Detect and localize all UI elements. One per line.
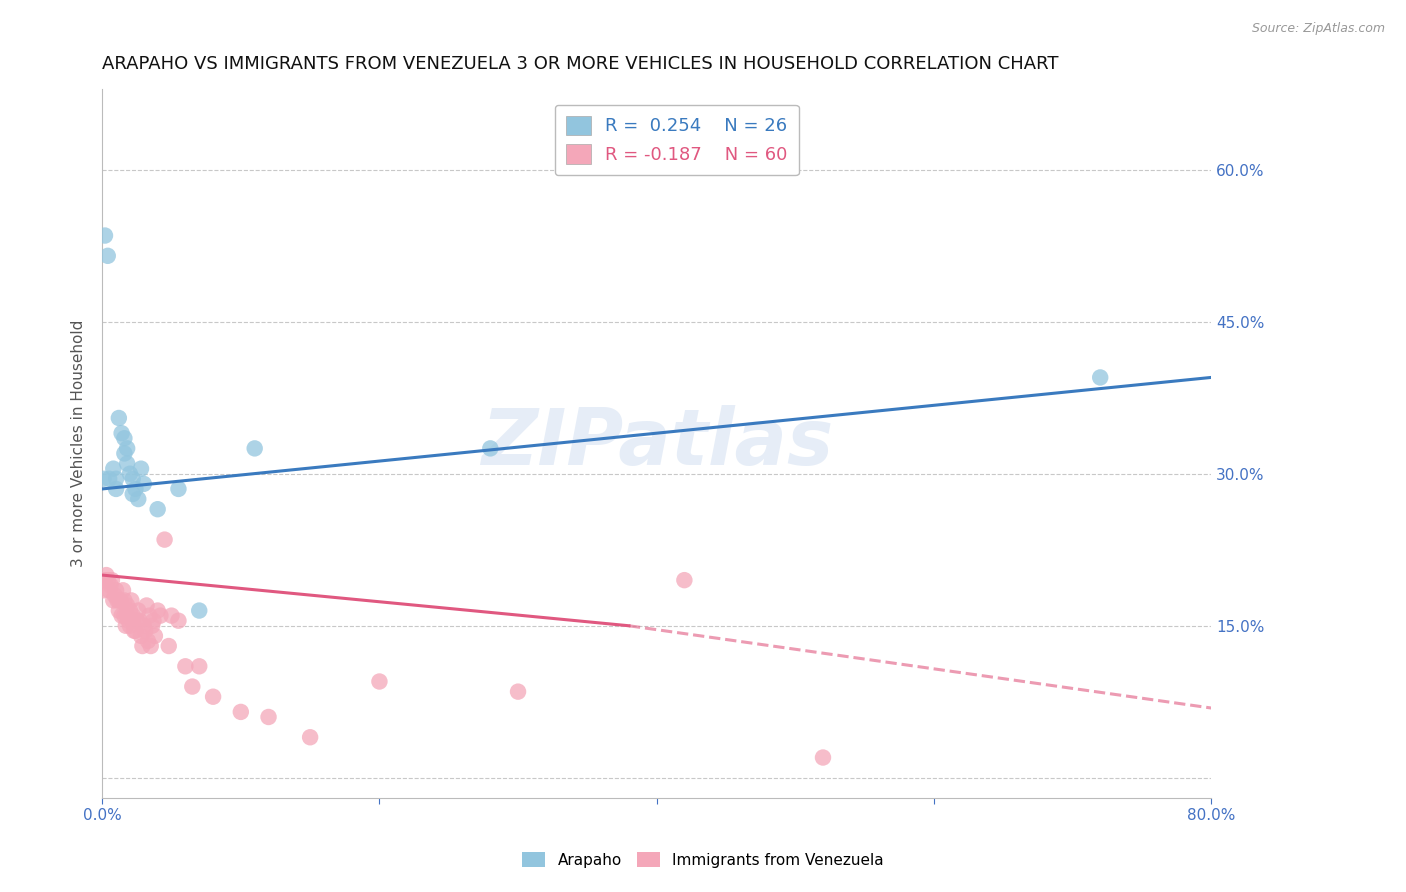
Point [115, 599, 138, 613]
Point [128, 614, 150, 628]
Point [121, 472, 143, 486]
Y-axis label: 3 or more Vehicles in Household: 3 or more Vehicles in Household [72, 319, 86, 567]
Point [131, 639, 153, 653]
Point [100, 578, 122, 592]
Point [125, 614, 148, 628]
Legend: R =  0.254    N = 26, R = -0.187    N = 60: R = 0.254 N = 26, R = -0.187 N = 60 [555, 104, 799, 175]
Point [202, 690, 225, 704]
Point [127, 603, 149, 617]
Point [146, 502, 169, 516]
Point [149, 608, 172, 623]
Point [368, 674, 391, 689]
Point [110, 426, 132, 441]
Point [98, 583, 121, 598]
Point [174, 659, 197, 673]
Point [118, 603, 141, 617]
Point [98, 472, 121, 486]
Legend: Arapaho, Immigrants from Venezuela: Arapaho, Immigrants from Venezuela [516, 846, 890, 873]
Point [118, 467, 141, 481]
Point [108, 593, 131, 607]
Point [139, 639, 162, 653]
Point [103, 461, 125, 475]
Point [121, 608, 143, 623]
Point [142, 614, 165, 628]
Point [811, 750, 834, 764]
Text: ARAPAHO VS IMMIGRANTS FROM VENEZUELA 3 OR MORE VEHICLES IN HOUSEHOLD CORRELATION: ARAPAHO VS IMMIGRANTS FROM VENEZUELA 3 O… [103, 55, 1059, 73]
Point [243, 442, 266, 456]
Point [115, 608, 138, 623]
Point [299, 731, 322, 745]
Point [115, 457, 138, 471]
Point [122, 624, 145, 638]
Point [105, 482, 128, 496]
Point [157, 639, 180, 653]
Point [105, 583, 128, 598]
Point [136, 634, 159, 648]
Point [129, 629, 152, 643]
Point [114, 619, 136, 633]
Point [112, 446, 135, 460]
Point [112, 608, 135, 623]
Point [167, 614, 190, 628]
Point [160, 608, 183, 623]
Point [167, 482, 190, 496]
Text: Source: ZipAtlas.com: Source: ZipAtlas.com [1251, 22, 1385, 36]
Point [101, 573, 124, 587]
Point [188, 603, 211, 617]
Point [146, 603, 169, 617]
Point [104, 588, 127, 602]
Point [506, 684, 529, 698]
Point [115, 442, 138, 456]
Point [1090, 370, 1112, 384]
Point [121, 487, 143, 501]
Point [94, 228, 117, 243]
Point [105, 472, 128, 486]
Point [117, 614, 139, 628]
Point [108, 603, 131, 617]
Point [479, 442, 502, 456]
Point [118, 619, 141, 633]
Point [121, 614, 143, 628]
Point [132, 476, 155, 491]
Point [103, 593, 125, 607]
Point [138, 608, 160, 623]
Point [111, 583, 134, 598]
Point [127, 491, 149, 506]
Point [673, 573, 696, 587]
Point [135, 599, 157, 613]
Point [112, 431, 135, 445]
Point [141, 619, 163, 633]
Point [153, 533, 176, 547]
Point [124, 624, 146, 638]
Point [181, 680, 204, 694]
Point [110, 608, 132, 623]
Point [93, 472, 115, 486]
Point [188, 659, 211, 673]
Point [134, 624, 156, 638]
Point [132, 619, 155, 633]
Text: ZIPatlas: ZIPatlas [481, 405, 832, 482]
Point [97, 249, 120, 263]
Point [96, 568, 118, 582]
Point [97, 573, 120, 587]
Point [129, 461, 152, 475]
Point [93, 583, 115, 598]
Point [143, 629, 166, 643]
Point [112, 593, 135, 607]
Point [120, 593, 142, 607]
Point [94, 573, 117, 587]
Point [107, 593, 129, 607]
Point [124, 482, 146, 496]
Point [110, 593, 132, 607]
Point [229, 705, 252, 719]
Point [108, 411, 131, 425]
Point [257, 710, 280, 724]
